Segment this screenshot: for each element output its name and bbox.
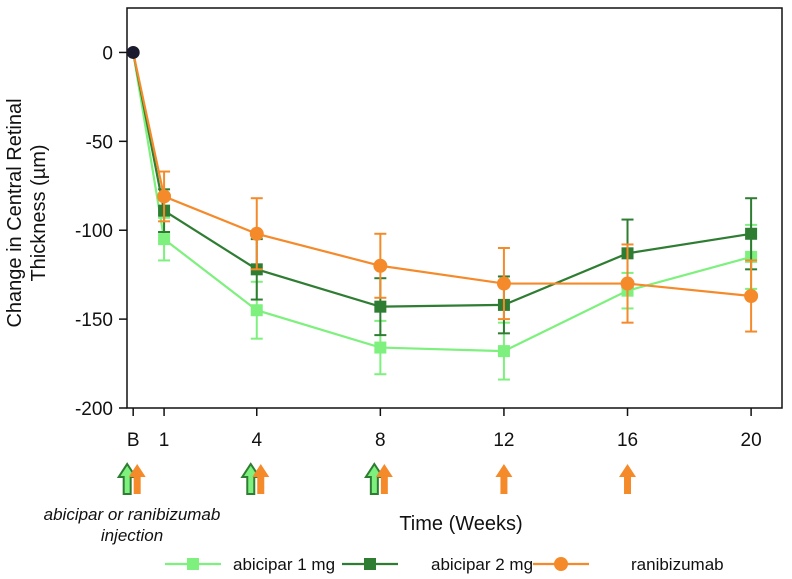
- y-axis-title-line-1: Change in Central Retinal: [4, 98, 26, 327]
- ranibizumab-injection-arrow-icon: [375, 464, 393, 494]
- legend-label: ranibizumab: [631, 555, 724, 574]
- data-point: [374, 300, 387, 313]
- ranibizumab-injection-arrow-icon: [128, 464, 146, 494]
- abicipar-injection-arrow-icon: [116, 462, 138, 495]
- data-point: [158, 233, 171, 246]
- data-point: [744, 289, 759, 303]
- x-tick-label: 4: [251, 430, 262, 451]
- data-point: [374, 341, 387, 354]
- x-tick-label: B: [127, 430, 140, 451]
- plot-layer: 0 -50 -100 -150 -200 B 1 4 8 12 16 20: [75, 7, 783, 495]
- legend-marker: [364, 558, 376, 570]
- data-point: [496, 276, 511, 291]
- legend-item: abicipar 2 mg: [342, 555, 533, 574]
- x-tick-label: 20: [741, 430, 762, 451]
- abicipar-injection-arrow-icon: [240, 462, 262, 495]
- series-line: [132, 52, 752, 308]
- injection-annotation-line-1: abicipar or ranibizumab: [44, 505, 221, 524]
- legend: abicipar 1 mg abicipar 2 mg ranibizumab: [165, 555, 724, 574]
- series-abicipar-1-mg: [132, 52, 758, 381]
- abicipar-injection-arrow-icon: [364, 462, 385, 495]
- legend-marker: [554, 557, 568, 571]
- data-point: [745, 227, 758, 240]
- y-tick-label: -150: [75, 310, 113, 331]
- data-point: [497, 345, 510, 358]
- injection-annotation-line-2: injection: [101, 526, 163, 545]
- y-tick-label: -200: [75, 399, 113, 420]
- y-tick-label: -100: [75, 221, 113, 242]
- series-ranibizumab: [132, 52, 759, 333]
- x-tick-label: 16: [617, 430, 638, 451]
- legend-marker: [187, 558, 199, 570]
- x-tick-label: 1: [159, 430, 170, 451]
- ranibizumab-injection-arrow-icon: [495, 464, 513, 494]
- baseline-point: [126, 45, 140, 59]
- x-tick-label: 8: [375, 430, 386, 451]
- y-tick-label: -50: [86, 132, 113, 153]
- data-point: [157, 189, 172, 204]
- data-point: [620, 276, 635, 291]
- data-point: [249, 226, 264, 241]
- ranibizumab-injection-arrow-icon: [252, 464, 270, 494]
- y-tick-label: 0: [102, 43, 113, 64]
- legend-label: abicipar 1 mg: [233, 555, 335, 574]
- y-axis-title: Change in Central Retinal Thickness (µm): [4, 98, 50, 327]
- data-point: [373, 258, 388, 273]
- legend-item: abicipar 1 mg: [165, 555, 335, 574]
- series-line: [132, 52, 752, 298]
- data-point: [250, 304, 263, 317]
- y-axis-title-line-2: Thickness (µm): [28, 144, 50, 281]
- legend-label: abicipar 2 mg: [431, 555, 533, 574]
- legend-item: ranibizumab: [533, 555, 724, 574]
- series-abicipar-2-mg: [132, 52, 758, 337]
- x-tick-label: 12: [493, 430, 514, 451]
- ranibizumab-injection-arrow-icon: [619, 464, 637, 494]
- plot-frame: [126, 7, 783, 409]
- x-axis-title: Time (Weeks): [399, 513, 522, 535]
